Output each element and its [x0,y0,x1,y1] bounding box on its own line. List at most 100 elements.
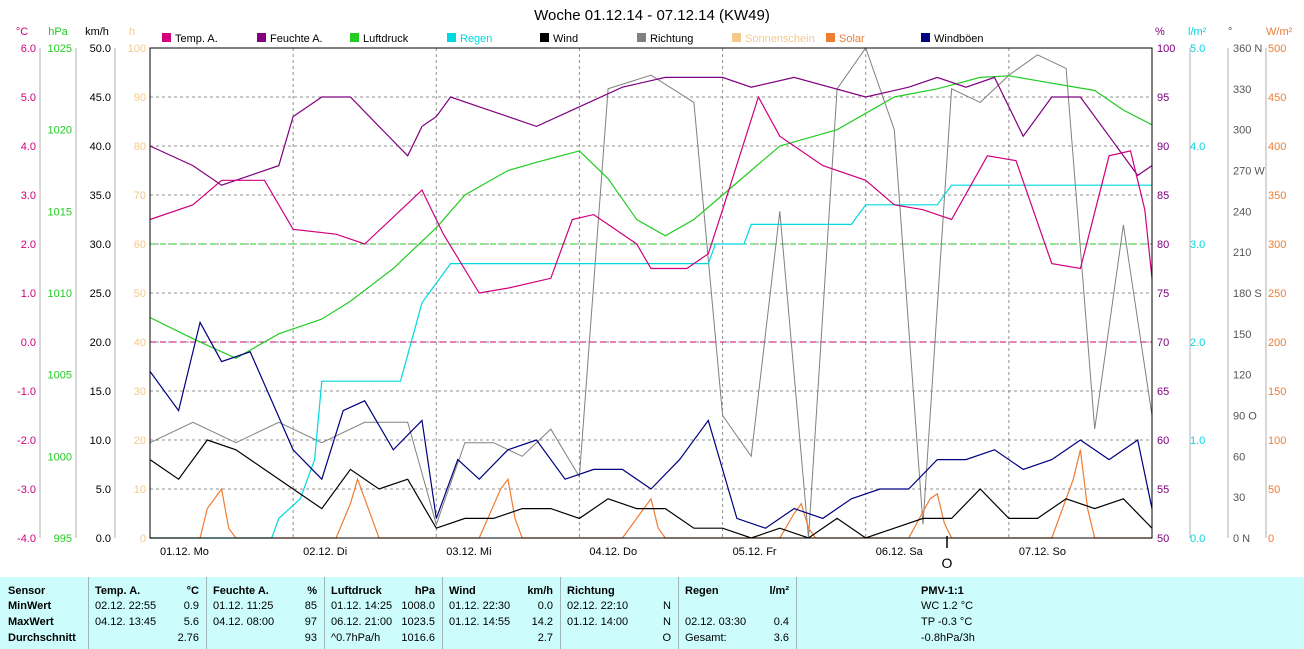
legend-swatch-luftdruck [350,33,359,42]
wm2-tick-label: 100 [1268,435,1286,447]
deg-tick-label: 90 O [1233,411,1257,423]
stats-col-pmv: PMV-1:1 WC 1.2 °C TP -0.3 °C -0.8hPa/3h [796,577,1304,649]
stats-regen-total-label: Gesamt: [685,632,727,644]
day-label: 02.12. Di [303,546,347,558]
pct-tick-label: 60 [1157,435,1169,447]
stats-wind-max-value: 14.2 [531,616,553,628]
stats-wind-max-time: 01.12. 14:55 [449,616,511,628]
deg-tick-label: 360 N [1233,43,1262,55]
rain-tick-label: 5.0 [1190,43,1205,55]
moon-marker: O [942,555,953,571]
deg-tick-label: 240 [1233,206,1251,218]
hpa-tick-label: 1000 [48,451,72,463]
pct-tick-label: 85 [1157,190,1169,202]
legend-swatch-temp [162,33,171,42]
kmh-tick-label: 50.0 [90,43,111,55]
rain-tick-label: 3.0 [1190,239,1205,251]
stats-regen-unit: l/m² [769,585,789,597]
temp-tick-label: 1.0 [21,288,36,300]
temp-tick-label: -4.0 [17,533,36,545]
deg-tick-label: 120 [1233,370,1251,382]
h-tick-label: 10 [134,484,146,496]
stats-feuchte-unit: % [307,585,317,597]
day-label: 07.12. So [1019,546,1066,558]
stats-richtung-max-value: N [663,616,671,628]
h-tick-label: 40 [134,337,146,349]
statistics-panel: Sensor MinWert MaxWert Durchschnitt Temp… [0,577,1304,649]
wm2-tick-label: 300 [1268,239,1286,251]
stats-row-min: MinWert [8,600,52,612]
stats-luftdruck-avg-value: 1016.6 [401,632,435,644]
h-axis-unit: h [129,26,135,38]
pct-tick-label: 75 [1157,288,1169,300]
weather-chart: Woche 01.12.14 - 07.12.14 (KW49) Temp. A… [16,7,1293,571]
h-tick-label: 0 [140,533,146,545]
series-line-wind [149,439,1153,539]
deg-tick-label: 150 [1233,329,1251,341]
legend: Temp. A. Feuchte A. Luftdruck Regen Wind Rich… [162,33,984,45]
stats-wind-min-value: 0.0 [537,600,553,612]
stats-pmv-tp: TP -0.3 °C [921,616,973,628]
stats-luftdruck-max-time: 06.12. 21:00 [331,616,393,628]
wm2-tick-label: 200 [1268,337,1286,349]
stats-col-luftdruck: Luftdruck hPa 01.12. 14:25 1008.0 06.12. 2… [324,577,443,649]
wm2-axis-unit: W/m² [1266,26,1293,38]
stats-row-max: MaxWert [8,616,54,628]
h-tick-label: 30 [134,386,146,398]
stats-col-sensor: Sensor MinWert MaxWert Durchschnitt [0,577,88,649]
hpa-tick-label: 1015 [48,206,72,218]
stats-sensor-header: Sensor [8,585,46,597]
legend-label-luftdruck: Luftdruck [363,33,409,45]
legend-swatch-wind [540,33,549,42]
stats-col-temp: Temp. A. °C 02.12. 22:55 0.9 04.12. 13:45 5… [88,577,207,649]
stats-pmv-wc: WC 1.2 °C [921,600,974,612]
stats-richtung-min-time: 02.12. 22:10 [567,600,629,612]
deg-tick-label: 0 N [1233,533,1250,545]
pct-tick-label: 80 [1157,239,1169,251]
pct-tick-label: 100 [1157,43,1175,55]
stats-temp-max-time: 04.12. 13:45 [95,616,157,628]
day-label: 03.12. Mi [446,546,491,558]
temp-tick-label: 4.0 [21,141,36,153]
pct-tick-label: 50 [1157,533,1169,545]
legend-label-regen: Regen [460,33,492,45]
stats-wind-unit: km/h [527,585,553,597]
pct-tick-label: 55 [1157,484,1169,496]
hpa-axis-unit: hPa [48,26,68,38]
day-label: 04.12. Do [589,546,637,558]
stats-richtung-max-time: 01.12. 14:00 [567,616,629,628]
stats-wind-header: Wind [449,585,476,597]
h-tick-label: 100 [128,43,146,55]
pct-axis-unit: % [1155,26,1165,38]
series-line-windböen [149,320,1153,529]
deg-tick-label: 270 W [1233,166,1265,178]
stats-col-wind: Wind km/h 01.12. 22:30 0.0 01.12. 14:55 14.… [442,577,561,649]
deg-axis-unit: ° [1228,26,1232,38]
stats-regen-header: Regen [685,585,719,597]
kmh-tick-label: 40.0 [90,141,111,153]
pct-tick-label: 95 [1157,92,1169,104]
stats-luftdruck-min-value: 1008.0 [401,600,435,612]
stats-feuchte-max-value: 97 [304,616,317,628]
chart-title: Woche 01.12.14 - 07.12.14 (KW49) [534,7,770,24]
pct-tick-label: 70 [1157,337,1169,349]
hpa-tick-label: 1025 [48,43,72,55]
legend-swatch-regen [447,33,456,42]
legend-label-sonnenschein: Sonnenschein [745,33,815,45]
stats-richtung-header: Richtung [567,585,615,597]
pct-tick-label: 90 [1157,141,1169,153]
legend-label-richtung: Richtung [650,33,693,45]
wm2-tick-label: 250 [1268,288,1286,300]
temp-tick-label: -2.0 [17,435,36,447]
wm2-tick-label: 0 [1268,533,1274,545]
stats-luftdruck-trend: ^0.7hPa/h [331,632,381,644]
stats-temp-min-value: 0.9 [183,600,199,612]
temp-tick-label: 0.0 [21,337,36,349]
kmh-tick-label: 25.0 [90,288,111,300]
stats-feuchte-min-time: 01.12. 11:25 [213,600,274,612]
h-tick-label: 70 [134,190,146,202]
stats-row-avg: Durchschnitt [8,632,76,644]
day-label: 05.12. Fr [733,546,777,558]
temp-tick-label: -1.0 [17,386,36,398]
pct-tick-label: 65 [1157,386,1169,398]
